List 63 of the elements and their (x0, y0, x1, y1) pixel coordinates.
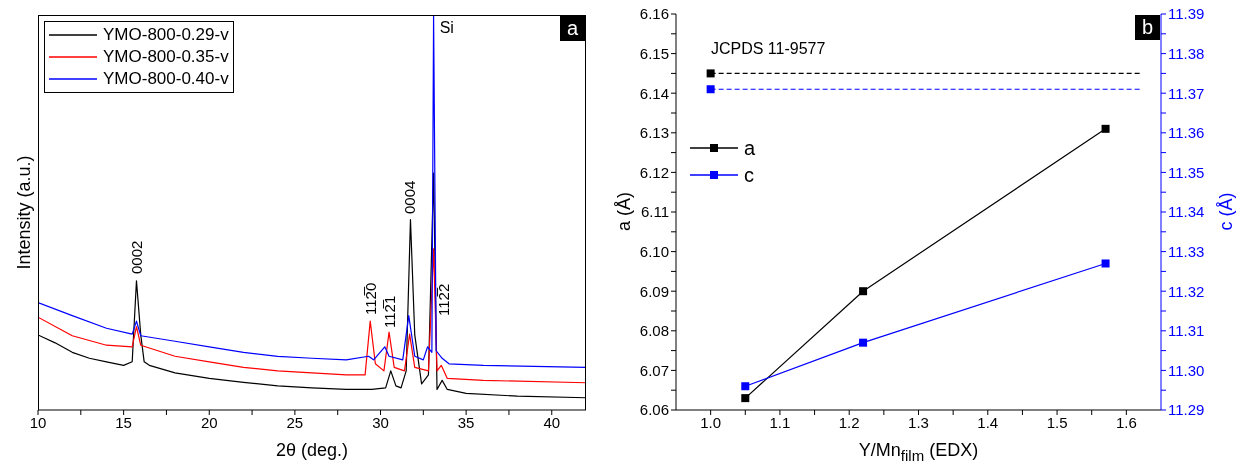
x-tick-label: 1.6 (1115, 413, 1137, 431)
annotation: Si (439, 18, 454, 37)
legend-label: YMO-800-0.35-v (103, 47, 229, 67)
point (706, 85, 715, 94)
point (859, 287, 868, 296)
x-tick-label: 1.5 (1046, 413, 1068, 431)
annotation: b (1135, 15, 1160, 40)
annotation: 112̅2 (435, 283, 454, 316)
y2-tick-label: 11.32 (1168, 282, 1205, 300)
y-tick-label: 6.12 (639, 163, 669, 181)
y-tick-label: 6.06 (639, 401, 669, 419)
y2-tick-label: 11.29 (1168, 401, 1205, 419)
annotation: 112̅0 (361, 282, 380, 316)
point (741, 394, 750, 403)
annotation: 0002 (128, 240, 147, 275)
y-axis-title: Intensity (a.u.) (13, 154, 35, 272)
x-tick-label: 1.0 (700, 413, 722, 431)
y2-tick-label: 11.30 (1168, 361, 1205, 379)
y2-tick-label: 11.38 (1168, 44, 1205, 62)
point (706, 69, 715, 78)
x-axis-title: 2θ (deg.) (274, 440, 349, 461)
x-tick-label: 1.2 (838, 413, 860, 431)
x-tick-label: 1.3 (908, 413, 929, 431)
legend-label: a (744, 136, 756, 160)
point (741, 382, 750, 391)
annotation: 0004 (400, 180, 419, 215)
y-tick-label: 6.11 (640, 203, 669, 221)
y-tick-label: 6.16 (639, 5, 669, 23)
y2-tick-label: 11.39 (1168, 5, 1205, 23)
x-tick-label: 10 (29, 413, 47, 431)
y2-tick-label: 11.33 (1168, 242, 1205, 260)
point (1101, 259, 1110, 268)
y2-tick-label: 11.34 (1168, 203, 1205, 221)
x-tick-label: 30 (372, 413, 389, 431)
y-tick-label: 6.13 (639, 124, 669, 142)
annotation: JCPDS 11-9577 (710, 40, 826, 59)
y-tick-label: 6.07 (639, 361, 669, 379)
x-tick-label: 1.1 (769, 413, 791, 431)
y2-tick-label: 11.35 (1168, 163, 1205, 181)
y2-tick-label: 11.37 (1168, 84, 1205, 102)
annotation: 112̅1 (381, 295, 400, 328)
point (1101, 124, 1110, 133)
x-tick-label: 20 (200, 413, 218, 431)
x-tick-label: 15 (115, 413, 132, 431)
y-tick-label: 6.10 (639, 242, 669, 260)
y2-axis-title: c (Å) (1215, 191, 1237, 233)
x-tick-label: 40 (543, 413, 561, 431)
legend-label: c (744, 163, 754, 187)
y-tick-label: 6.14 (639, 84, 669, 102)
x-tick-label: 25 (286, 413, 304, 431)
legend-label: YMO-800-0.40-v (103, 69, 229, 89)
y-axis-title: a (Å) (613, 191, 635, 233)
annotation: a (560, 16, 585, 41)
y-tick-label: 6.08 (639, 322, 669, 340)
legend-label: YMO-800-0.29-v (103, 25, 229, 45)
y2-tick-label: 11.31 (1168, 322, 1205, 340)
y2-tick-label: 11.36 (1168, 124, 1205, 142)
y-tick-label: 6.09 (639, 282, 669, 300)
x-axis-title: Y/Mn$_{film}$ (EDX) (857, 440, 980, 464)
x-tick-label: 1.4 (977, 413, 999, 431)
x-tick-label: 35 (457, 413, 475, 431)
y-tick-label: 6.15 (639, 44, 669, 62)
point (859, 338, 868, 347)
